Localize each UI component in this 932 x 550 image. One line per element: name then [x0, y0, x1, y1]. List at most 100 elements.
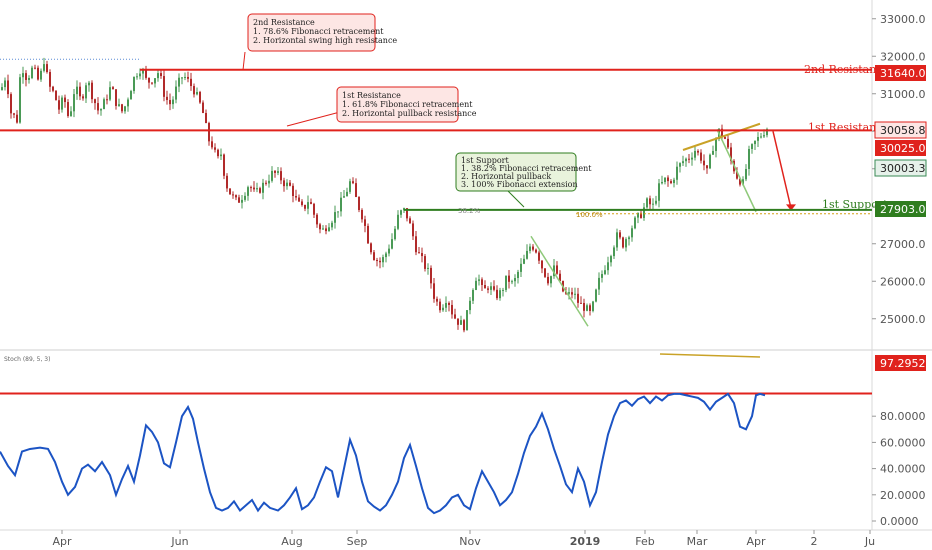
candle-body [763, 135, 765, 137]
candle-body [130, 91, 132, 100]
candle-body [7, 80, 9, 95]
candle-body [280, 171, 282, 181]
candle-body [148, 77, 150, 83]
price-tick-label: 26000.0 [880, 275, 926, 288]
candle-body [139, 73, 141, 77]
candle-body [688, 158, 690, 160]
candle-body [157, 73, 159, 79]
badge-bg [875, 65, 926, 81]
abcd-leg-2 [716, 129, 757, 213]
candle-body [628, 237, 630, 240]
candle-body [298, 197, 300, 202]
candle-body [91, 82, 93, 100]
candle-body [319, 224, 321, 230]
fib-100-label: 100.0% [576, 211, 603, 219]
candle-body [328, 227, 330, 232]
annotation-title: 1st Support [461, 156, 509, 165]
level-label-1st-support: 1st Support [822, 198, 888, 211]
time-axis[interactable]: Apr Jun Aug Sep Nov 2019 Feb Mar Apr 2 Ju [0, 529, 932, 548]
badge-bg [875, 140, 926, 156]
candle-body [406, 208, 408, 219]
annotation-pointer [286, 111, 341, 127]
abcd-leg-1 [530, 235, 589, 327]
candle-body [649, 198, 651, 205]
badge-stochastic: 97.2952 [875, 355, 926, 371]
candle-body [529, 246, 531, 251]
candle-body [211, 141, 213, 148]
candle-body [187, 76, 189, 79]
candle-body [43, 64, 45, 71]
candle-body [112, 87, 114, 90]
time-tick-label: Sep [347, 535, 368, 548]
candle-body [559, 273, 561, 282]
candle-body [550, 276, 552, 284]
candle-body [361, 209, 363, 220]
candle-body [4, 80, 6, 88]
candle-body [454, 314, 456, 319]
candle-body [214, 147, 216, 150]
candle-body [418, 252, 420, 254]
candle-body [634, 217, 636, 229]
candle-body [700, 152, 702, 161]
fib-382-label: 38.2% [458, 207, 481, 215]
time-tick-label: Nov [459, 535, 481, 548]
annotation-pointer [507, 190, 525, 208]
annotation-box [247, 13, 376, 52]
candle-body [697, 150, 699, 153]
candle-body [358, 196, 360, 210]
price-tick-label: 33000.0 [880, 13, 926, 26]
price-pane[interactable] [0, 0, 932, 530]
candle-body [730, 147, 732, 161]
stochastic-axis[interactable]: 80.0000 60.0000 40.0000 20.0000 0.0000 [872, 410, 926, 528]
candle-body [262, 182, 264, 193]
candle-body [100, 109, 102, 111]
candle-body [694, 150, 696, 158]
time-tick-label: 2 [811, 535, 818, 548]
candle-body [40, 70, 42, 80]
badge-1st-resistance-b: 30025.0 [875, 140, 926, 156]
candle-body [151, 82, 153, 84]
candle-body [682, 161, 684, 164]
candle-body [37, 67, 39, 80]
candle-body [88, 82, 90, 86]
candle-body [103, 99, 105, 110]
stoch-tick-label: 60.0000 [880, 436, 926, 449]
candle-body [487, 288, 489, 290]
candle-body [478, 279, 480, 281]
candle-body [616, 232, 618, 248]
badge-2nd-resistance: 31640.0 [875, 65, 926, 81]
candle-body [133, 76, 135, 92]
stochastic-pane[interactable] [0, 353, 872, 515]
candle-body [1, 87, 3, 90]
annotation-1st-support[interactable]: 1st Support 1. 38.2% Fibonacci retraceme… [455, 152, 592, 208]
badge-text: 31640.0 [880, 67, 926, 80]
annotation-1st-resistance[interactable]: 1st Resistance 1. 61.8% Fibonacci retrac… [286, 86, 477, 127]
candle-body [400, 210, 402, 215]
candle-body [160, 73, 162, 77]
candle-body [496, 289, 498, 299]
candle-body [757, 136, 759, 141]
candle-body [721, 128, 723, 138]
candle-body [421, 253, 423, 257]
candle-body [511, 281, 513, 283]
candle-body [166, 96, 168, 101]
candle-body [499, 290, 501, 299]
candle-body [67, 102, 69, 116]
candle-body [604, 270, 606, 275]
stoch-tick-label: 80.0000 [880, 410, 926, 423]
candle-body [739, 178, 741, 185]
candle-body [712, 150, 714, 155]
candle-body [238, 197, 240, 203]
time-tick-label: Apr [52, 535, 72, 548]
candle-body [547, 276, 549, 284]
candle-body [61, 97, 63, 110]
price-tick-label: 32000.0 [880, 50, 926, 63]
candle-body [184, 76, 186, 78]
candle-body [34, 67, 36, 69]
candle-body [301, 201, 303, 205]
annotation-2nd-resistance[interactable]: 2nd Resistance 1. 78.6% Fibonacci retrac… [242, 13, 397, 71]
candle-body [706, 165, 708, 169]
candle-body [256, 188, 258, 190]
candle-body [619, 232, 621, 238]
candle-body [241, 199, 243, 203]
